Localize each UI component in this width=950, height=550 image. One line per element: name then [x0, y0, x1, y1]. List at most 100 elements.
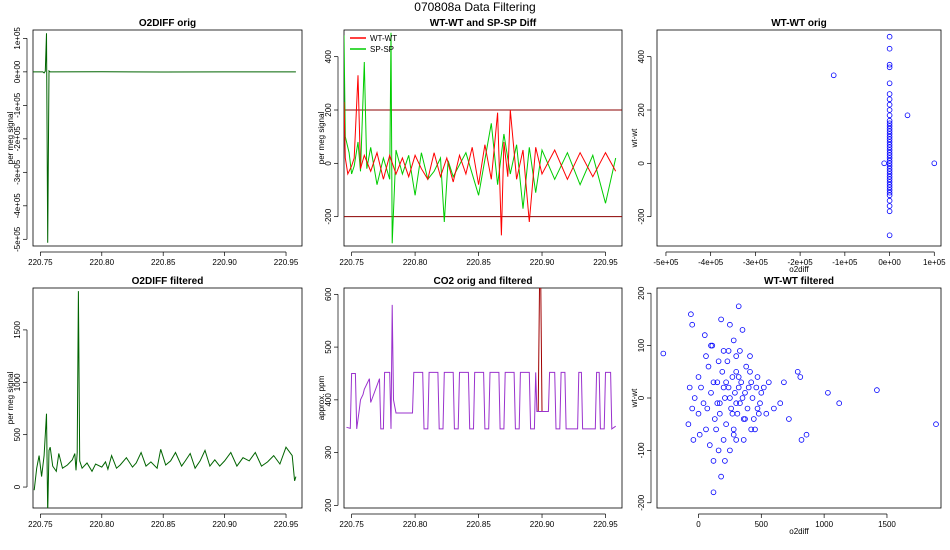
x-tick-label: 220.80: [403, 520, 428, 529]
scatter-point: [735, 384, 742, 391]
x-tick-label: 220.85: [466, 520, 491, 529]
scatter-point: [691, 395, 698, 401]
scatter-point: [725, 348, 732, 354]
scatter-point: [722, 458, 728, 464]
scatter-point: [886, 203, 893, 209]
scatter-point: [886, 64, 893, 71]
y-axis-label: per meg signal: [317, 112, 326, 165]
x-tick-label: -3e+05: [743, 258, 769, 267]
x-tick-label: 220.95: [274, 258, 299, 267]
scatter-point: [886, 144, 893, 151]
chart-title: WT-WT orig: [771, 18, 827, 29]
scatter-point: [701, 332, 708, 338]
scatter-point: [710, 458, 717, 464]
scatter-point: [720, 384, 727, 391]
scatter-point: [886, 131, 893, 137]
data-layer: [660, 303, 939, 496]
scatter-point: [723, 421, 729, 428]
x-tick-label: 220.85: [466, 258, 491, 267]
legend-label: SP-SP: [370, 45, 394, 54]
scatter-point: [781, 379, 787, 386]
scatter-point: [886, 208, 893, 215]
scatter-point: [690, 437, 697, 443]
scatter-point: [754, 374, 761, 380]
scatter-point: [715, 447, 722, 454]
scatter-point: [886, 176, 893, 183]
scatter-point: [886, 133, 893, 140]
x-tick-label: -1e+05: [832, 258, 858, 267]
scatter-point: [706, 442, 713, 448]
series-line: [537, 288, 543, 412]
chart-title: CO2 orig and filtered: [434, 276, 533, 287]
y-tick-label: -2e+05: [13, 126, 22, 152]
scatter-point: [719, 368, 726, 375]
y-tick-label: 0: [637, 161, 646, 166]
scatter-point: [739, 395, 746, 401]
y-tick-label: 200: [637, 286, 646, 300]
scatter-point: [724, 358, 731, 365]
x-tick-label: 220.90: [530, 520, 555, 529]
x-tick-label: 220.75: [339, 520, 364, 529]
scatter-point: [825, 389, 831, 396]
scatter-point: [742, 416, 748, 422]
scatter-point: [728, 405, 734, 412]
scatter-point: [725, 384, 732, 391]
scatter-point: [729, 410, 736, 417]
scatter-point: [886, 128, 893, 135]
x-tick-label: 220.90: [530, 258, 555, 267]
y-axis-label: wt-wt: [630, 388, 639, 408]
plot-frame: [343, 29, 623, 247]
scatter-point: [904, 112, 911, 119]
scatter-point: [713, 426, 719, 433]
scatter-point: [886, 168, 893, 175]
y-tick-label: 1e+05: [13, 27, 22, 50]
scatter-point: [739, 327, 746, 333]
scatter-point: [886, 96, 893, 103]
scatter-point: [709, 342, 716, 349]
x-tick-label: 220.75: [28, 520, 53, 529]
y-tick-label: 200: [637, 103, 646, 117]
scatter-point: [747, 353, 753, 359]
scatter-point: [727, 395, 733, 401]
scatter-point: [710, 379, 717, 386]
scatter-point: [705, 363, 712, 370]
plot-frame: [656, 287, 942, 509]
scatter-point: [886, 181, 893, 188]
scatter-point: [720, 348, 727, 354]
scatter-point: [715, 358, 722, 365]
scatter-point: [886, 187, 893, 193]
scatter-point: [698, 384, 704, 391]
scatter-point: [727, 321, 733, 328]
scatter-point: [738, 379, 744, 386]
y-tick-label: -100: [637, 442, 646, 459]
scatter-point: [886, 149, 893, 156]
y-tick-label: 500: [13, 427, 22, 441]
scatter-point: [703, 353, 709, 359]
scatter-point: [733, 437, 739, 443]
x-tick-label: 0e+00: [878, 258, 901, 267]
scatter-point: [714, 400, 721, 407]
scatter-point: [886, 107, 893, 113]
scatter-point: [737, 400, 743, 407]
scatter-point: [933, 421, 939, 428]
scatter-point: [886, 91, 893, 97]
data-layer: [830, 33, 938, 239]
chart-title: WT-WT and SP-SP Diff: [430, 18, 537, 29]
x-tick-label: 220.80: [403, 258, 428, 267]
scatter-point: [886, 45, 893, 52]
scatter-point: [886, 80, 893, 87]
x-tick-label: 500: [755, 520, 769, 529]
scatter-point: [730, 431, 737, 438]
scatter-point: [886, 184, 893, 191]
scatter-point: [748, 426, 754, 433]
scatter-point: [931, 160, 938, 167]
series-line: [33, 291, 297, 508]
scatter-point: [735, 374, 742, 380]
scatter-point: [686, 384, 693, 391]
scatter-point: [737, 348, 743, 354]
scatter-point: [755, 410, 762, 417]
y-tick-label: 0: [637, 395, 646, 400]
y-tick-label: 0: [324, 161, 333, 166]
chart-title: O2DIFF filtered: [132, 276, 204, 287]
